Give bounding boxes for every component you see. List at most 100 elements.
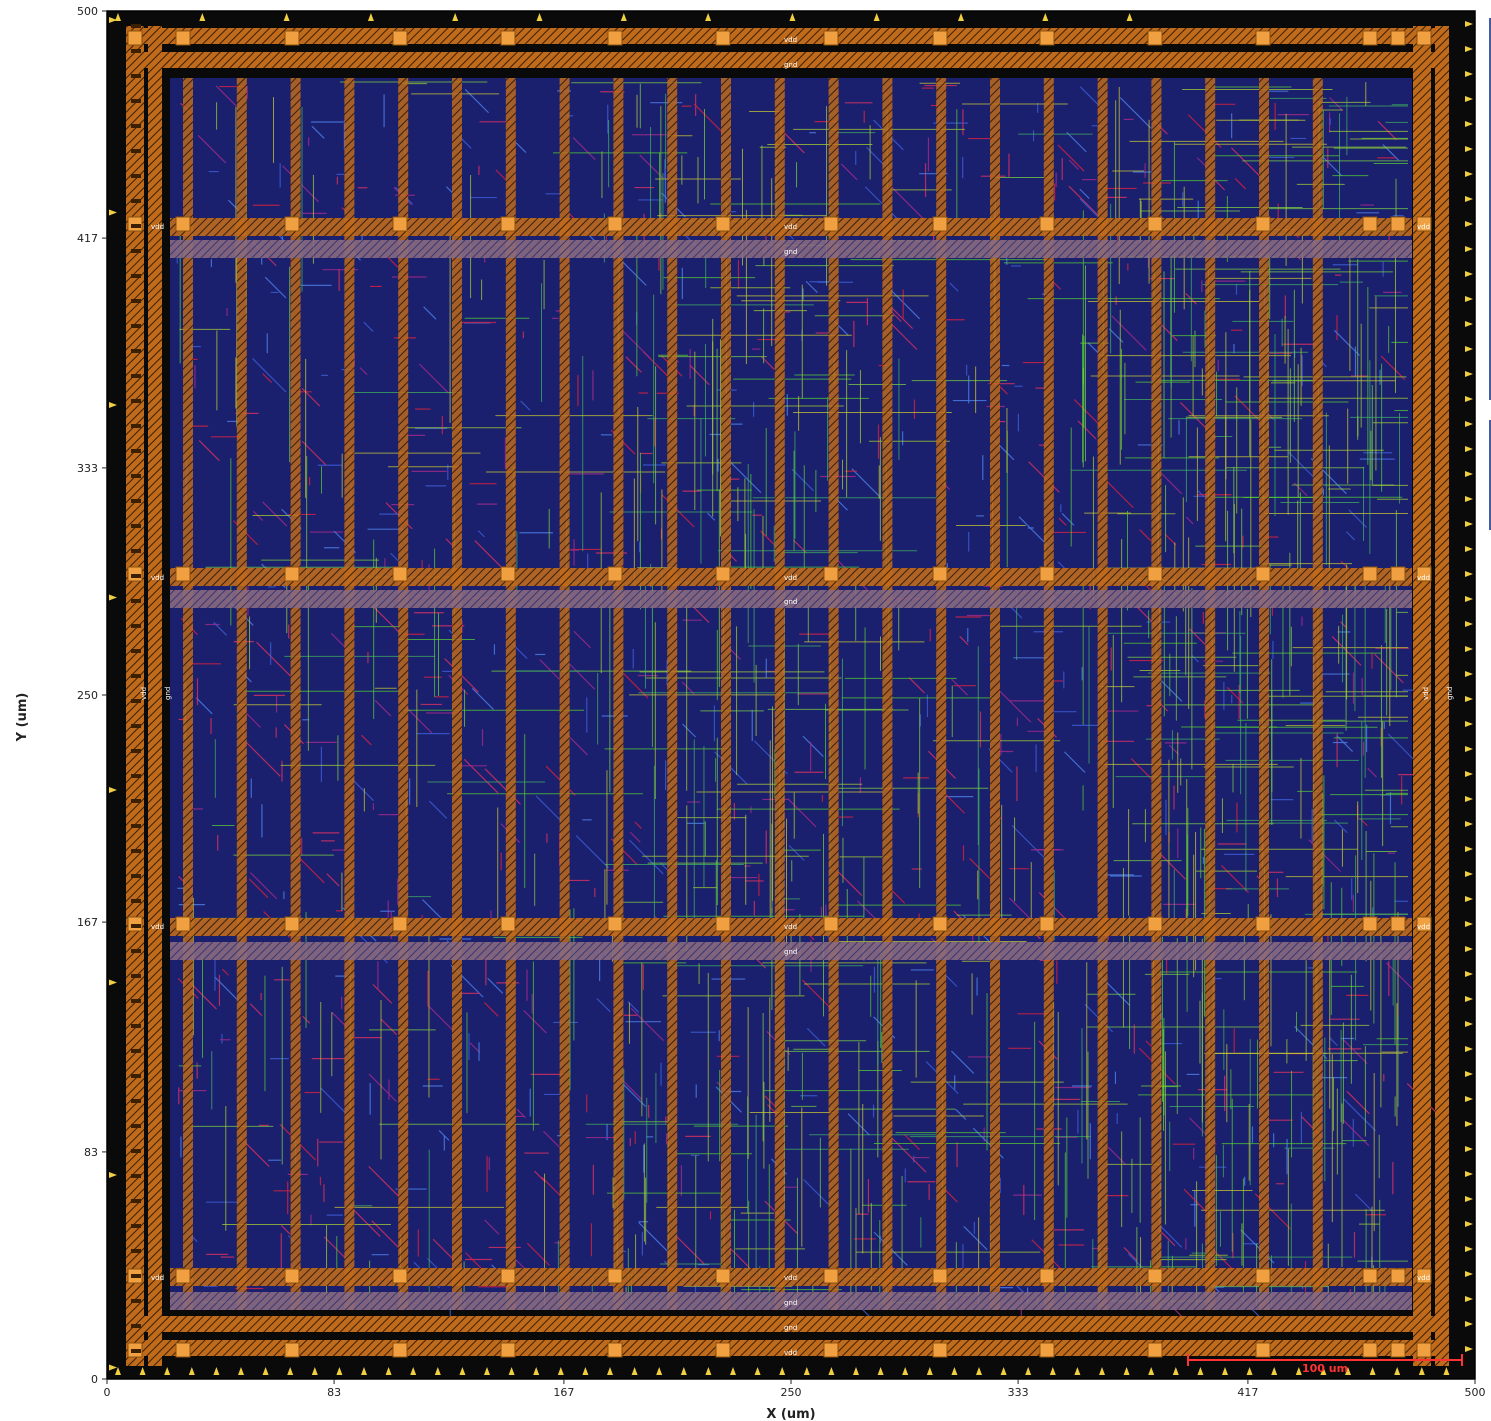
- pin-stub: [131, 749, 141, 753]
- power-strap: [398, 78, 409, 1310]
- io-pin: [1465, 21, 1473, 27]
- io-pin: [958, 13, 964, 21]
- power-via: [1255, 916, 1271, 932]
- pin-stub: [131, 1299, 141, 1303]
- io-pin: [1320, 1367, 1327, 1375]
- power-strap: [1205, 78, 1216, 1310]
- route-segment: [1139, 529, 1152, 542]
- route-segment: [997, 688, 1032, 723]
- net-label-gnd-vertical: gnd: [164, 687, 172, 700]
- io-pin: [1465, 1296, 1473, 1302]
- pin-stub: [131, 174, 141, 178]
- route-segment: [764, 1095, 778, 1109]
- scale-bar-label: 100 um: [1302, 1362, 1348, 1375]
- net-label-vdd: vdd: [784, 574, 797, 582]
- route-segment: [573, 630, 591, 649]
- route-segment: [1354, 1193, 1373, 1212]
- net-label-vdd: vdd: [784, 1274, 797, 1282]
- power-via: [1147, 916, 1163, 932]
- io-pin: [951, 1367, 958, 1375]
- io-pin: [1465, 1221, 1473, 1227]
- io-pin: [902, 1367, 909, 1375]
- io-pin: [1465, 146, 1473, 152]
- power-via: [932, 566, 948, 582]
- route-segment: [1336, 735, 1354, 753]
- power-via: [392, 216, 408, 232]
- route-segment: [575, 835, 609, 869]
- pin-stub: [131, 1074, 141, 1078]
- io-pin: [109, 209, 117, 216]
- power-via: [823, 216, 839, 232]
- io-pin: [367, 13, 374, 21]
- power-via: [1362, 30, 1378, 46]
- power-stripe: [170, 240, 1412, 258]
- power-via: [932, 216, 948, 232]
- io-pin: [1465, 871, 1473, 877]
- net-label-vdd-vertical: vdd: [140, 687, 148, 700]
- pin-stub: [131, 324, 141, 328]
- pin-stub: [131, 899, 141, 903]
- io-pin: [1465, 1121, 1473, 1127]
- y-tick-label: 250: [77, 689, 98, 702]
- power-via: [1255, 216, 1271, 232]
- route-segment: [639, 154, 665, 180]
- route-segment: [1342, 1039, 1368, 1064]
- io-pin: [705, 13, 712, 21]
- io-pin: [1465, 196, 1473, 202]
- route-segment: [1385, 962, 1413, 989]
- route-segment: [249, 1003, 263, 1017]
- route-segment: [249, 872, 278, 900]
- route-segment: [689, 365, 710, 386]
- route-segment: [516, 1108, 526, 1119]
- pin-stub: [131, 224, 141, 228]
- route-segment: [280, 1225, 291, 1235]
- power-via: [823, 30, 839, 46]
- io-pin: [1197, 1367, 1204, 1375]
- power-via: [1390, 1342, 1406, 1358]
- power-via: [932, 1268, 948, 1284]
- power-strap: [721, 78, 731, 1310]
- x-tick-label: 417: [1237, 1386, 1258, 1399]
- route-segment: [840, 163, 858, 181]
- route-segment: [950, 1050, 975, 1074]
- net-label-vdd-vertical: vdd: [1422, 687, 1430, 700]
- power-via: [1039, 216, 1055, 232]
- pin-stub: [131, 424, 141, 428]
- route-segment: [851, 468, 881, 498]
- io-pin: [1465, 246, 1473, 252]
- route-segment: [515, 142, 527, 153]
- io-pin: [1465, 471, 1473, 477]
- power-strap: [828, 78, 839, 1310]
- route-segment: [487, 977, 504, 994]
- route-segment: [474, 540, 505, 571]
- pin-stub: [131, 99, 141, 103]
- route-segment: [195, 697, 213, 715]
- io-pin: [1222, 1367, 1228, 1375]
- pin-stub: [131, 949, 141, 953]
- route-segment: [471, 687, 494, 710]
- pin-stub: [131, 249, 141, 253]
- power-via: [175, 216, 191, 232]
- route-segment: [1130, 758, 1153, 780]
- power-via: [392, 30, 408, 46]
- pin-stub: [131, 1099, 141, 1103]
- route-segment: [326, 873, 340, 887]
- power-via: [932, 30, 948, 46]
- power-via: [607, 216, 623, 232]
- power-ring: [126, 28, 1449, 44]
- power-strap: [1312, 78, 1323, 1310]
- route-segment: [630, 1007, 664, 1042]
- pin-stub: [131, 524, 141, 528]
- net-label-vdd: vdd: [1417, 923, 1430, 931]
- power-via: [715, 216, 731, 232]
- io-pin: [620, 13, 627, 21]
- power-via: [175, 916, 191, 932]
- power-via: [175, 1268, 191, 1284]
- route-segment: [213, 621, 228, 636]
- power-ring: [126, 52, 1449, 68]
- io-pin: [607, 1367, 613, 1375]
- route-segment: [535, 795, 562, 822]
- power-via: [500, 566, 516, 582]
- pin-stub: [131, 999, 141, 1003]
- route-segment: [221, 968, 229, 976]
